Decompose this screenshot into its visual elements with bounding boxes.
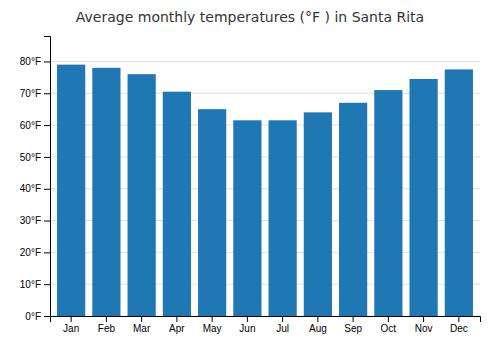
grid-line: [50, 61, 480, 62]
tick-mark: [44, 61, 50, 62]
tick-mark: [44, 125, 50, 126]
tick-label: 30°F: [20, 215, 41, 226]
tick: May: [203, 316, 222, 334]
tick: 10°F: [20, 279, 50, 290]
y-axis: 0°F 10°F 20°F 30°F 40°F 50°F 60°F 70°F 80°F: [20, 37, 51, 322]
tick-label: Jan: [63, 323, 79, 334]
bar: [445, 69, 473, 316]
bar: [410, 79, 438, 316]
tick: Sep: [344, 316, 362, 334]
tick-mark: [44, 252, 50, 253]
tick-mark: [317, 316, 318, 322]
bar: [304, 112, 332, 316]
tick: 40°F: [20, 183, 50, 194]
bar: [233, 120, 261, 316]
bar: [163, 92, 191, 316]
tick: Oct: [381, 316, 397, 334]
tick-label: Dec: [450, 323, 468, 334]
tick-mark: [458, 316, 459, 322]
tick-label: Jun: [239, 323, 255, 334]
title: Average monthly temperatures (°F ) in Sa…: [76, 9, 424, 25]
tick-label: 40°F: [20, 183, 41, 194]
tick-mark: [423, 316, 424, 322]
tick-mark: [44, 316, 50, 317]
tick-mark: [212, 316, 213, 322]
tick-mark: [44, 221, 50, 222]
axis-line: [44, 37, 51, 317]
bar: [269, 120, 297, 316]
bar: [198, 109, 226, 316]
tick-label: Apr: [169, 323, 185, 334]
tick-label: Sep: [344, 323, 362, 334]
tick: Dec: [450, 316, 468, 334]
tick: 0°F: [25, 311, 50, 322]
tick: 70°F: [20, 88, 50, 99]
tick-mark: [44, 93, 50, 94]
chart: 0°F 10°F 20°F 30°F 40°F 50°F 60°F 70°F 80°F Jan Fe…: [0, 0, 500, 350]
tick-label: Mar: [133, 323, 151, 334]
tick-mark: [71, 316, 72, 322]
tick: 60°F: [20, 120, 50, 131]
tick: 80°F: [20, 56, 50, 67]
tick-label: Feb: [98, 323, 116, 334]
bar: [92, 68, 120, 316]
tick-label: 60°F: [20, 120, 41, 131]
tick-label: 20°F: [20, 247, 41, 258]
tick-label: May: [203, 323, 222, 334]
bar: [374, 90, 402, 316]
tick-label: 10°F: [20, 279, 41, 290]
tick-mark: [247, 316, 248, 322]
tick-label: 80°F: [20, 56, 41, 67]
tick-mark: [106, 316, 107, 322]
tick-mark: [282, 316, 283, 322]
tick: 20°F: [20, 247, 50, 258]
tick-mark: [44, 189, 50, 190]
tick: Apr: [169, 316, 185, 334]
tick: Jan: [63, 316, 79, 334]
bar: [57, 65, 85, 316]
tick: Jul: [276, 316, 289, 334]
tick: Aug: [309, 316, 327, 334]
tick: 50°F: [20, 152, 50, 163]
grid: [50, 61, 480, 316]
tick-mark: [44, 157, 50, 158]
tick: Mar: [133, 316, 151, 334]
tick-label: Jul: [276, 323, 289, 334]
x-axis: Jan Feb Mar Apr May Jun Jul Aug Sep Oct Nov Dec: [51, 316, 481, 334]
tick-label: 0°F: [25, 311, 41, 322]
tick-mark: [44, 284, 50, 285]
tick-label: Oct: [381, 323, 397, 334]
tick: 30°F: [20, 215, 50, 226]
bars: [57, 65, 473, 316]
plot: 0°F 10°F 20°F 30°F 40°F 50°F 60°F 70°F 80°F Jan Fe…: [20, 37, 481, 335]
tick-mark: [176, 316, 177, 322]
tick-label: 70°F: [20, 88, 41, 99]
tick-label: Aug: [309, 323, 327, 334]
tick-label: 50°F: [20, 152, 41, 163]
bar: [128, 74, 156, 316]
tick: Nov: [415, 316, 433, 334]
axis-line: [51, 317, 481, 323]
tick-mark: [353, 316, 354, 322]
tick-mark: [141, 316, 142, 322]
bar: [339, 103, 367, 316]
tick: Jun: [239, 316, 255, 334]
tick-mark: [388, 316, 389, 322]
tick: Feb: [98, 316, 116, 334]
tick-label: Nov: [415, 323, 433, 334]
